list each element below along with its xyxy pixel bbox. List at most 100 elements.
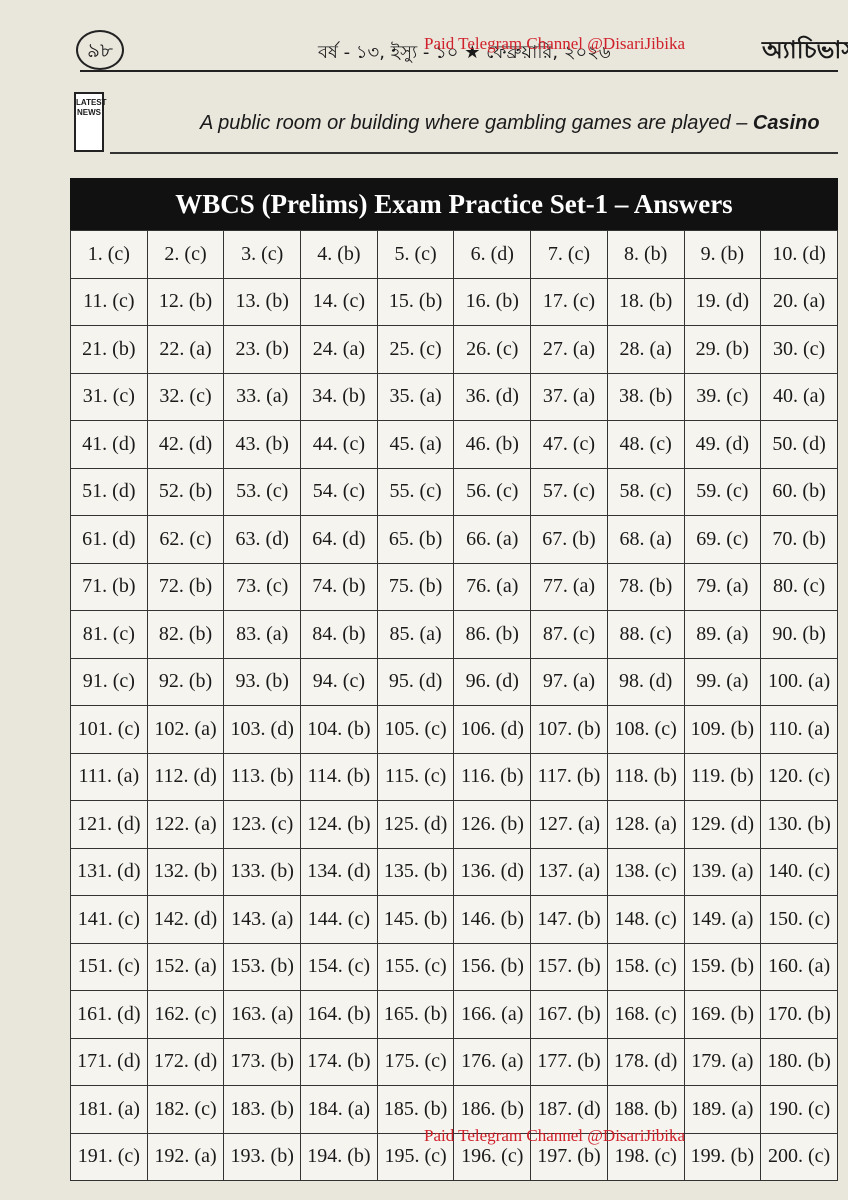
answer-cell: 69. (c) [683,515,762,564]
table-row: 141. (c) 142. (d) 143. (a) 144. (c) 145. (b)… [70,895,838,944]
answer-cell: 140. (c) [760,847,838,896]
answer-cell: 7. (c) [530,230,608,279]
watermark: Paid Telegram Channel @DisariJibika [424,34,686,53]
answer-cell: 3. (c) [223,230,302,279]
answer-cell: 53. (c) [223,467,302,516]
answer-cell: 179. (a) [683,1037,762,1086]
answer-cell: 96. (d) [453,657,532,706]
answer-cell: 82. (b) [146,610,225,659]
answer-cell: 150. (c) [760,895,838,944]
table-row: 91. (c) 92. (b) 93. (b) 94. (c) 95. (d) 96. (… [70,657,838,706]
answer-cell: 39. (c) [683,372,762,421]
answer-cell: 92. (b) [146,657,225,706]
answer-cell: 34. (b) [300,372,378,421]
answer-cell: 174. (b) [300,1037,378,1086]
answer-cell: 162. (c) [146,990,225,1039]
table-row: 111. (a) 112. (d) 113. (b) 114. (b) 115. (c)… [70,752,838,801]
answer-cell: 89. (a) [683,610,762,659]
answer-cell: 181. (a) [70,1085,148,1134]
answer-cell: 164. (b) [300,990,378,1039]
answer-cell: 177. (b) [530,1037,608,1086]
answer-cell: 120. (c) [760,752,838,801]
answer-cell: 154. (c) [300,942,378,991]
answer-cell: 76. (a) [453,562,532,611]
answer-cell: 47. (c) [530,420,608,469]
table-row: 61. (d) 62. (c) 63. (d) 64. (d) 65. (b) 66. (… [70,515,838,564]
answer-cell: 105. (c) [376,705,455,754]
answer-cell: 43. (b) [223,420,302,469]
answer-cell: 48. (c) [606,420,685,469]
answer-cell: 40. (a) [760,372,838,421]
answer-cell: 4. (b) [300,230,378,279]
answer-cell: 85. (a) [376,610,455,659]
answer-cell: 37. (a) [530,372,608,421]
page-number: ৯৮ [76,30,124,70]
brand: অ্যাচিভার্স [762,36,848,64]
answer-cell: 167. (b) [530,990,608,1039]
answer-cell: 135. (b) [376,847,455,896]
answer-cell: 78. (b) [606,562,685,611]
answer-cell: 187. (d) [530,1085,608,1134]
answer-cell: 148. (c) [606,895,685,944]
answer-cell: 155. (c) [376,942,455,991]
answer-cell: 182. (c) [146,1085,225,1134]
answer-cell: 160. (a) [760,942,838,991]
answer-cell: 142. (d) [146,895,225,944]
answer-cell: 189. (a) [683,1085,762,1134]
answer-cell: 156. (b) [453,942,532,991]
answer-cell: 200. (c) [760,1132,838,1181]
answer-cell: 25. (c) [376,325,455,374]
answer-cell: 195. (c) [376,1132,455,1181]
table-row: 51. (d) 52. (b) 53. (c) 54. (c) 55. (c) 56. (… [70,467,838,516]
answer-cell: 24. (a) [300,325,378,374]
answer-cell: 172. (d) [146,1037,225,1086]
answer-cell: 15. (b) [376,277,455,326]
answer-cell: 147. (b) [530,895,608,944]
table-title: WBCS (Prelims) Exam Practice Set-1 – Ans… [70,178,838,230]
table-row: 11. (c) 12. (b) 13. (b) 14. (c) 15. (b) 16. (… [70,277,838,326]
answer-cell: 58. (c) [606,467,685,516]
tagline-text: A public room or building where gambling… [200,112,748,134]
answer-cell: 139. (a) [683,847,762,896]
answer-cell: 16. (b) [453,277,532,326]
answer-cell: 190. (c) [760,1085,838,1134]
answer-cell: 131. (d) [70,847,148,896]
answer-cell: 124. (b) [300,800,378,849]
answer-cell: 44. (c) [300,420,378,469]
answer-cell: 116. (b) [453,752,532,801]
tagline-rule [110,152,838,154]
answer-cell: 111. (a) [70,752,148,801]
answer-cell: 65. (b) [376,515,455,564]
answer-cell: 94. (c) [300,657,378,706]
answer-cell: 194. (b) [300,1132,378,1181]
answer-cell: 163. (a) [223,990,302,1039]
table-row: 171. (d) 172. (d) 173. (b) 174. (b) 175. (c)… [70,1037,838,1086]
answer-cell: 149. (a) [683,895,762,944]
answer-cell: 62. (c) [146,515,225,564]
tagline: A public room or building where gambling… [200,112,820,135]
answer-cell: 14. (c) [300,277,378,326]
answer-cell: 20. (a) [760,277,838,326]
answer-cell: 12. (b) [146,277,225,326]
answer-cell: 101. (c) [70,705,148,754]
answer-cell: 119. (b) [683,752,762,801]
answer-cell: 197. (b) [530,1132,608,1181]
answer-cell: 9. (b) [683,230,762,279]
table-row: 81. (c) 82. (b) 83. (a) 84. (b) 85. (a) 86. (… [70,610,838,659]
answer-cell: 27. (a) [530,325,608,374]
answer-cell: 136. (d) [453,847,532,896]
answer-cell: 71. (b) [70,562,148,611]
answer-cell: 19. (d) [683,277,762,326]
answer-cell: 67. (b) [530,515,608,564]
answer-cell: 198. (c) [606,1132,685,1181]
answer-cell: 35. (a) [376,372,455,421]
answer-cell: 68. (a) [606,515,685,564]
answer-cell: 38. (b) [606,372,685,421]
answer-cell: 11. (c) [70,277,148,326]
answer-cell: 73. (c) [223,562,302,611]
table-body: 1. (c) 2. (c) 3. (c) 4. (b) 5. (c) 6. (d) 7. (… [70,230,838,1181]
answer-cell: 93. (b) [223,657,302,706]
answer-cell: 86. (b) [453,610,532,659]
answer-cell: 141. (c) [70,895,148,944]
